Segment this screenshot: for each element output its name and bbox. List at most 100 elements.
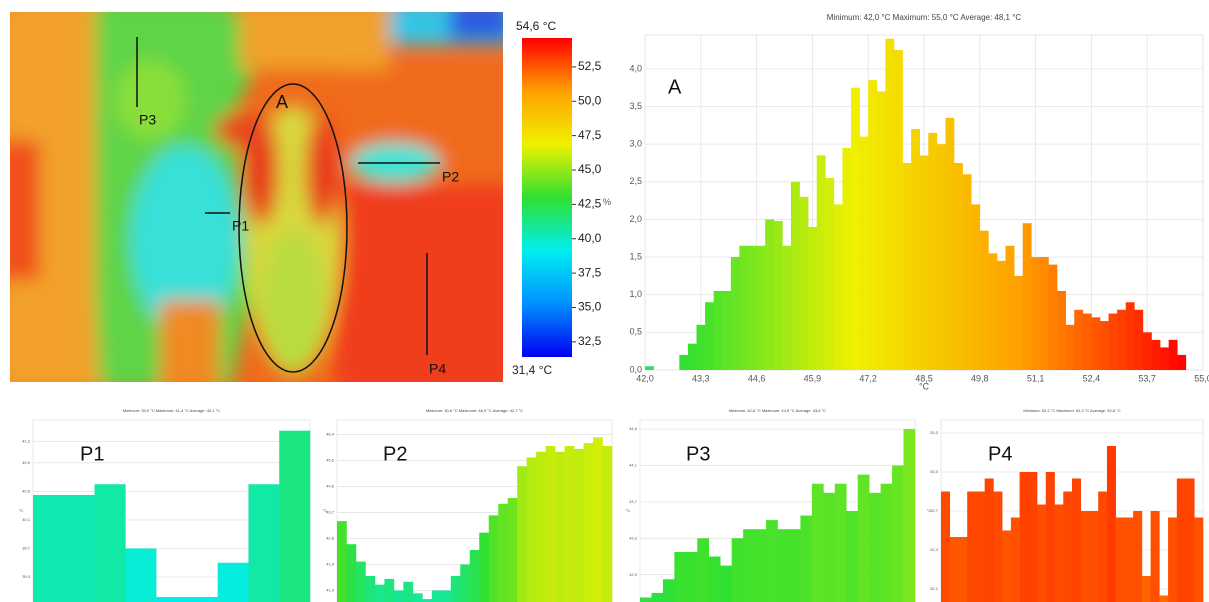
y-tick-label: 1,5 xyxy=(629,251,642,261)
histogram-bar xyxy=(893,50,903,370)
bar xyxy=(674,551,687,602)
histogram-bar xyxy=(885,38,895,371)
histogram-bar xyxy=(1022,223,1032,370)
chart-annotation: P1 xyxy=(80,443,104,465)
histogram-bar xyxy=(859,136,869,370)
bar xyxy=(1072,478,1082,602)
bar xyxy=(403,581,414,602)
bar xyxy=(63,494,95,602)
bar xyxy=(967,491,977,602)
bar xyxy=(422,599,433,602)
chart: Minimum: 52,2 °C Maximum: 53,3 °C Averag… xyxy=(927,408,1204,602)
histogram-bar xyxy=(1142,332,1152,370)
bar xyxy=(697,538,710,602)
bar xyxy=(1098,491,1108,602)
bar xyxy=(488,515,499,602)
bar xyxy=(708,556,721,602)
histogram-bar xyxy=(713,290,723,370)
x-tick-label: 49,8 xyxy=(971,373,989,383)
bar xyxy=(857,474,870,602)
y-axis-label: °C xyxy=(323,508,328,513)
histogram-bar xyxy=(1151,339,1161,370)
bar xyxy=(800,515,813,602)
histogram-bar xyxy=(722,290,732,370)
y-tick-label: 52,7 xyxy=(930,508,939,513)
histogram-bar xyxy=(773,220,783,370)
histogram-bar xyxy=(988,253,998,370)
histogram-bar xyxy=(816,155,826,370)
y-tick-label: 43,3 xyxy=(629,535,638,540)
y-tick-label: 0,0 xyxy=(629,364,642,374)
colorbar-min: 31,4 °C xyxy=(512,363,552,377)
histogram-bar xyxy=(833,204,843,370)
colorbar-tick-label: 35,0 xyxy=(578,300,602,314)
bar xyxy=(384,578,395,602)
histogram-bar xyxy=(1108,313,1118,370)
bar xyxy=(248,484,280,602)
histogram-bar xyxy=(679,354,689,370)
bar xyxy=(731,538,744,602)
y-tick-label: 4,0 xyxy=(629,63,642,73)
y-tick-label: 53,3 xyxy=(930,430,939,435)
histogram-bar xyxy=(1039,257,1049,370)
y-tick-label: 41,2 xyxy=(22,438,31,443)
bar xyxy=(869,492,881,602)
histogram-bar xyxy=(1168,339,1178,370)
bar xyxy=(846,511,859,602)
bar xyxy=(574,448,584,602)
histogram-bar xyxy=(790,181,800,370)
chart: Minimum: 42,6 °C Maximum: 44,5 °C Averag… xyxy=(626,408,916,602)
bar xyxy=(355,561,366,602)
bar xyxy=(1028,472,1038,602)
bar xyxy=(602,446,613,602)
chart-annotation: P3 xyxy=(686,443,710,465)
colorbar-tick-label: 42,5 xyxy=(578,197,602,211)
bar xyxy=(374,584,385,602)
bar xyxy=(441,590,452,602)
bar xyxy=(1037,504,1047,602)
y-tick-label: 46,4 xyxy=(326,432,335,437)
histogram-bar xyxy=(1134,309,1144,370)
histogram-bar xyxy=(868,80,878,370)
bar xyxy=(337,521,347,602)
bar xyxy=(1115,517,1125,602)
roi-label: P3 xyxy=(139,112,156,128)
x-tick-label: 45,9 xyxy=(804,373,822,383)
chart-annotation: P4 xyxy=(988,443,1012,465)
histogram-bar xyxy=(730,257,740,370)
y-tick-label: 53,0 xyxy=(930,469,939,474)
chart: Minimum: 39,0 °C Maximum: 41,4 °C Averag… xyxy=(19,408,311,602)
histogram-bar xyxy=(1057,290,1066,370)
y-tick-label: 44,5 xyxy=(629,426,638,431)
bar xyxy=(1150,511,1160,602)
histogram-bar xyxy=(1005,245,1015,370)
bar xyxy=(583,443,594,602)
x-tick-label: 44,6 xyxy=(748,373,766,383)
y-tick-label: 41,0 xyxy=(326,588,335,593)
histogram-bar xyxy=(1160,347,1169,370)
bar xyxy=(431,590,442,602)
histogram-bar xyxy=(996,260,1006,370)
y-tick-label: 41,9 xyxy=(326,562,335,567)
histogram-bar xyxy=(1177,354,1187,370)
bar xyxy=(788,529,801,602)
bar xyxy=(1194,517,1204,602)
roi-label: P2 xyxy=(442,169,459,185)
histogram-bar xyxy=(782,245,792,370)
histogram-bar xyxy=(919,155,929,370)
bar xyxy=(975,491,985,602)
bar xyxy=(1019,472,1029,602)
histogram-bar xyxy=(1091,317,1101,370)
histogram-bar xyxy=(954,162,963,370)
histogram-bar xyxy=(687,343,697,370)
roi-label: A xyxy=(276,92,288,112)
bar xyxy=(1168,517,1178,602)
bar xyxy=(1045,472,1055,602)
bar xyxy=(393,590,404,602)
bar xyxy=(450,576,461,602)
colorbar-max: 54,6 °C xyxy=(516,19,556,33)
y-tick-label: 45,5 xyxy=(326,458,335,463)
bar xyxy=(777,529,790,602)
